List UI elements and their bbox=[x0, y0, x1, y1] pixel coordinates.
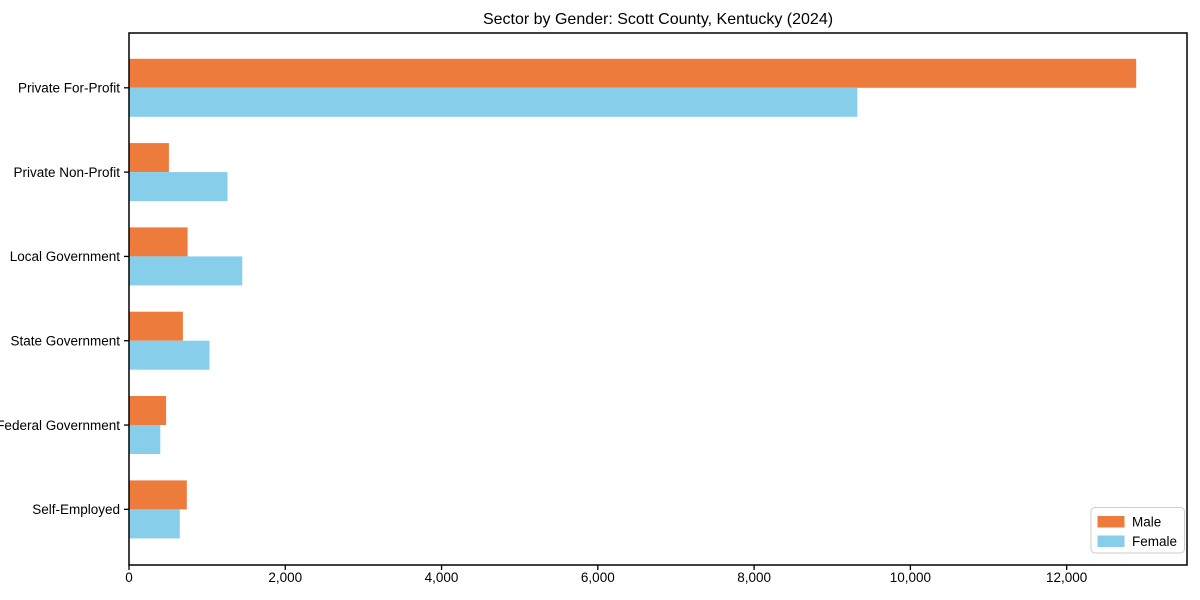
category-label-local-government: Local Government bbox=[10, 249, 121, 264]
bar-female-state-government bbox=[129, 340, 210, 370]
bar-female-private-non-profit bbox=[129, 172, 228, 202]
chart-title: Sector by Gender: Scott County, Kentucky… bbox=[482, 11, 834, 28]
bar-male-private-non-profit bbox=[129, 143, 169, 173]
category-label-state-government: State Government bbox=[10, 334, 120, 349]
bar-male-self-employed bbox=[129, 480, 187, 510]
plot-border bbox=[128, 32, 1188, 566]
x-axis-tick-label-4-000: 4,000 bbox=[425, 570, 459, 585]
bar-male-state-government bbox=[129, 311, 183, 341]
category-label-self-employed: Self-Employed bbox=[32, 502, 120, 517]
x-axis-tick-label-2-000: 2,000 bbox=[268, 570, 302, 585]
category-label-federal-government: Federal Government bbox=[0, 418, 120, 433]
legend-label-male: Male bbox=[1132, 515, 1161, 530]
bar-female-self-employed bbox=[129, 509, 180, 539]
bar-female-federal-government bbox=[129, 425, 161, 454]
category-label-private-for-profit: Private For-Profit bbox=[18, 81, 120, 96]
bar-male-federal-government bbox=[129, 396, 167, 425]
x-axis-tick-label-10-000: 10,000 bbox=[890, 570, 931, 585]
x-axis-tick-label-6-000: 6,000 bbox=[581, 570, 615, 585]
bar-male-local-government bbox=[129, 227, 188, 257]
x-axis-tick-label-0: 0 bbox=[125, 570, 133, 585]
category-label-private-non-profit: Private Non-Profit bbox=[13, 165, 120, 180]
legend-swatch-female bbox=[1097, 535, 1125, 547]
bar-female-local-government bbox=[129, 256, 243, 286]
bar-female-private-for-profit bbox=[129, 87, 858, 117]
legend-label-female: Female bbox=[1132, 534, 1177, 549]
x-axis-tick-label-12-000: 12,000 bbox=[1046, 570, 1087, 585]
legend-swatch-male bbox=[1097, 516, 1125, 528]
x-axis-tick-label-8-000: 8,000 bbox=[737, 570, 771, 585]
bar-male-private-for-profit bbox=[129, 58, 1137, 88]
